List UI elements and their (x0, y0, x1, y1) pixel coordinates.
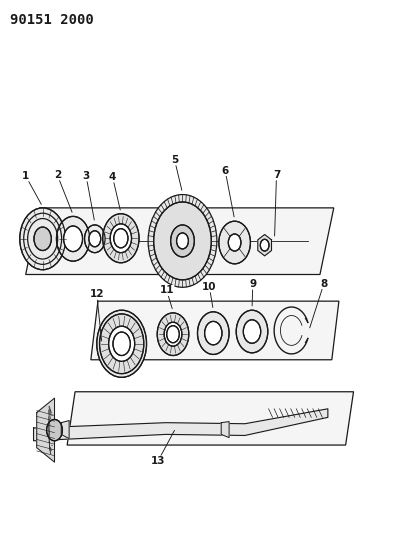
Circle shape (167, 326, 179, 343)
Polygon shape (221, 422, 229, 438)
Circle shape (114, 229, 128, 248)
Polygon shape (91, 301, 339, 360)
Polygon shape (258, 235, 271, 256)
Circle shape (198, 312, 229, 354)
Text: 13: 13 (151, 456, 165, 466)
Circle shape (103, 214, 139, 263)
Text: 10: 10 (202, 282, 216, 292)
Circle shape (171, 225, 194, 257)
Text: 12: 12 (90, 289, 104, 299)
Circle shape (260, 239, 269, 251)
Circle shape (164, 322, 182, 346)
Circle shape (110, 224, 132, 253)
Text: 5: 5 (171, 155, 178, 165)
Circle shape (148, 195, 217, 287)
Text: 4: 4 (109, 172, 116, 182)
Text: 11: 11 (160, 286, 174, 295)
Circle shape (34, 227, 51, 251)
Circle shape (154, 202, 211, 280)
Circle shape (236, 310, 268, 353)
Circle shape (97, 310, 147, 377)
Text: 90151 2000: 90151 2000 (10, 13, 94, 27)
Circle shape (89, 231, 101, 247)
Circle shape (113, 332, 130, 356)
Text: 8: 8 (320, 279, 327, 288)
Text: 7: 7 (273, 170, 280, 180)
Circle shape (100, 314, 144, 374)
Text: 1: 1 (22, 171, 29, 181)
Circle shape (109, 326, 135, 361)
Circle shape (47, 419, 62, 441)
Text: 9: 9 (249, 279, 256, 289)
Circle shape (85, 225, 105, 253)
Polygon shape (26, 208, 334, 274)
Polygon shape (37, 398, 55, 462)
Circle shape (228, 234, 241, 251)
Text: 6: 6 (222, 166, 229, 175)
Polygon shape (34, 409, 328, 441)
Circle shape (20, 208, 66, 270)
Circle shape (177, 233, 188, 249)
Text: 3: 3 (83, 171, 90, 181)
Polygon shape (61, 421, 69, 439)
Polygon shape (67, 392, 354, 445)
Circle shape (205, 321, 222, 345)
Circle shape (56, 216, 90, 261)
Text: 2: 2 (54, 170, 61, 180)
Circle shape (219, 221, 250, 264)
Circle shape (64, 226, 83, 252)
Circle shape (157, 313, 189, 356)
Circle shape (243, 320, 261, 343)
